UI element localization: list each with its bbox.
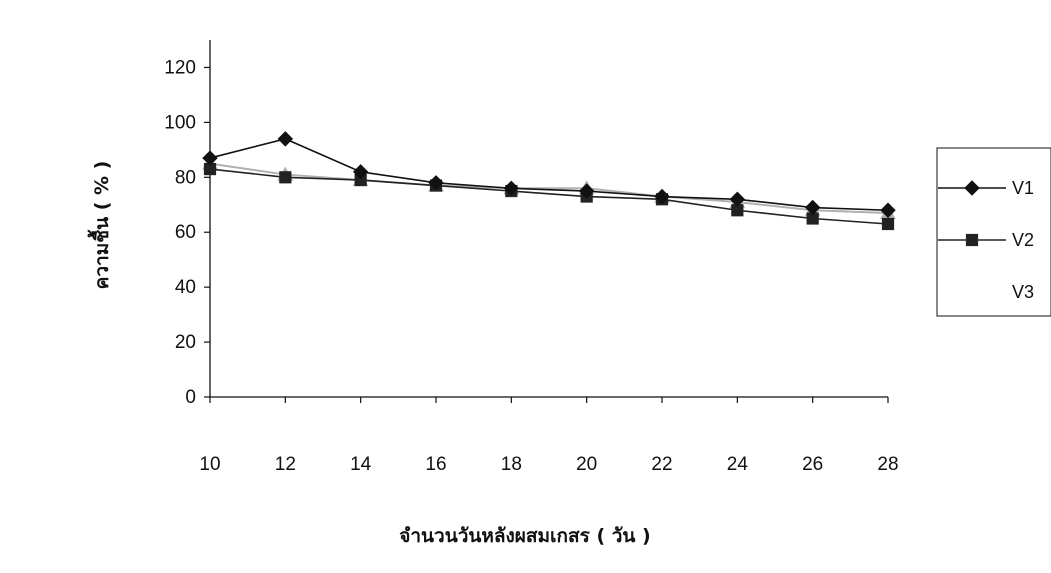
axes bbox=[209, 40, 888, 398]
series-v1-point bbox=[428, 175, 444, 191]
legend-marker-v1 bbox=[964, 180, 980, 196]
x-tick-label: 20 bbox=[576, 454, 597, 475]
legend-label-v2: V2 bbox=[1012, 230, 1034, 250]
y-tick-label: 80 bbox=[175, 167, 196, 188]
y-tick-label: 40 bbox=[175, 277, 196, 298]
x-ticks: 10 12 14 16 18 20 22 24 26 28 bbox=[199, 397, 899, 475]
y-tick-label: 20 bbox=[175, 332, 196, 353]
x-tick-label: 18 bbox=[501, 454, 522, 475]
series-v2-line bbox=[209, 168, 889, 225]
y-tick-label: 0 bbox=[185, 387, 196, 408]
series-v1-point bbox=[654, 188, 670, 205]
series-layer bbox=[202, 131, 896, 231]
series-v1-point bbox=[729, 191, 746, 207]
series-v2-point bbox=[279, 171, 292, 184]
x-tick-label: 16 bbox=[425, 454, 446, 475]
series-v1-point bbox=[202, 150, 218, 166]
x-tick-label: 28 bbox=[877, 454, 898, 475]
x-axis-title: จำนวนวันหลังผสมเกสร ( วัน ) bbox=[399, 525, 650, 547]
legend-box bbox=[936, 147, 1051, 317]
series-v1-point bbox=[578, 183, 595, 199]
series-v1-point bbox=[503, 180, 520, 196]
series-v1-line bbox=[209, 138, 889, 212]
legend-label-v3: V3 bbox=[1012, 282, 1034, 302]
legend-marker-v2 bbox=[965, 233, 979, 247]
y-axis-title: ความชื้น ( % ) bbox=[87, 161, 113, 290]
y-tick-label: 120 bbox=[164, 57, 196, 78]
x-tick-label: 14 bbox=[350, 454, 372, 475]
y-tick-label: 100 bbox=[164, 112, 196, 133]
series-v2 bbox=[203, 162, 895, 231]
series-v3 bbox=[202, 155, 896, 220]
series-v1-point bbox=[277, 131, 294, 147]
series-v1-point bbox=[352, 164, 369, 180]
legend-label-v1: V1 bbox=[1012, 178, 1034, 198]
series-v2-point bbox=[881, 217, 895, 231]
y-tick-label: 60 bbox=[175, 222, 196, 243]
series-v1-point bbox=[804, 199, 821, 216]
x-tick-label: 12 bbox=[275, 454, 296, 475]
series-v3-line bbox=[209, 162, 889, 215]
series-v1 bbox=[202, 131, 896, 218]
x-tick-label: 22 bbox=[651, 454, 672, 475]
x-tick-label: 24 bbox=[727, 454, 749, 475]
series-v1-point bbox=[880, 202, 896, 218]
y-ticks: 0 20 40 60 80 100 120 bbox=[164, 57, 210, 408]
legend: V1 V2 V3 bbox=[936, 147, 1051, 317]
x-tick-label: 26 bbox=[802, 454, 823, 475]
x-tick-label: 10 bbox=[199, 454, 220, 475]
